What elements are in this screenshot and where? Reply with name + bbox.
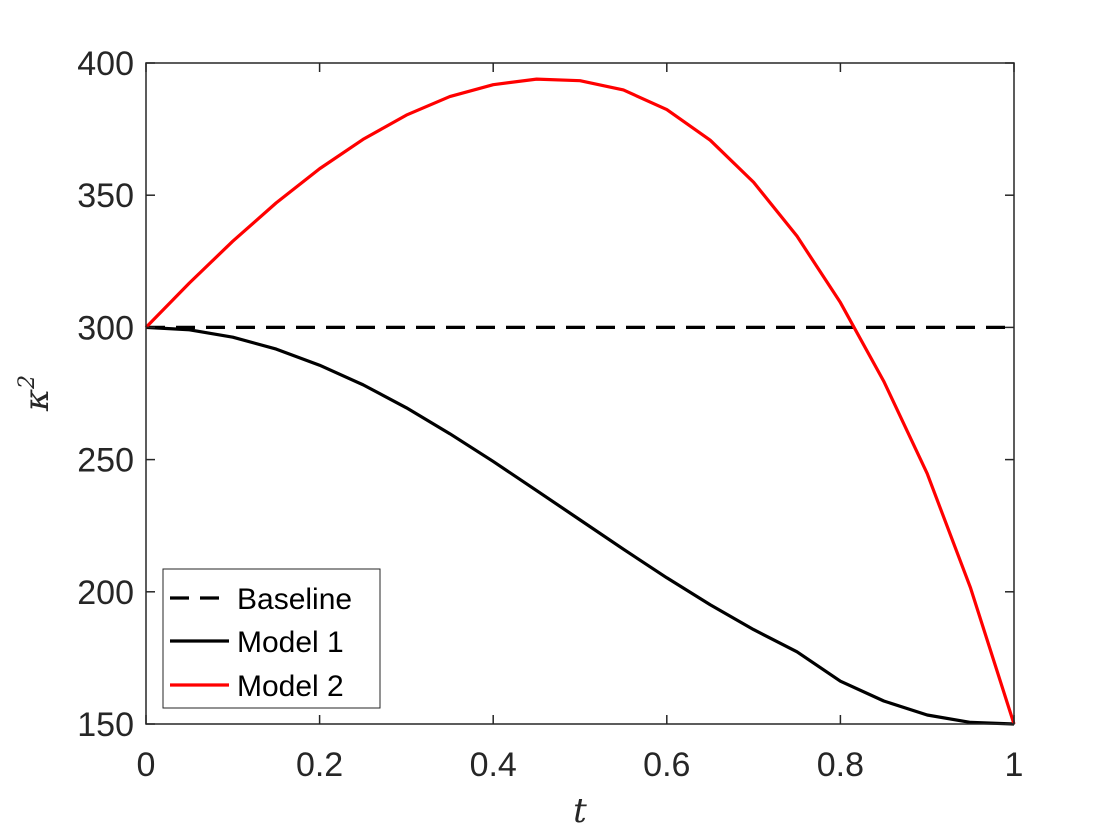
y-axis-label: κ2 <box>15 375 57 412</box>
x-tick-label: 0.4 <box>470 746 517 784</box>
x-tick-label: 0.2 <box>296 746 343 784</box>
legend-items: Baseline Model 1 Model 2 <box>170 583 352 703</box>
legend: Baseline Model 1 Model 2 <box>162 568 381 709</box>
series-line-model-2 <box>144 77 1016 725</box>
y-tick-label: 400 <box>77 45 134 83</box>
y-tick-label: 300 <box>77 309 134 347</box>
tick-labels-layer: 0 0.2 0.4 0.6 0.8 1 150 200 250 300 350 400 <box>77 45 1023 784</box>
y-tick-label: 350 <box>77 177 134 215</box>
series-layer <box>144 77 1016 726</box>
ticks-layer <box>145 62 1015 725</box>
y-axis-label-superscript: 2 <box>15 375 40 390</box>
series-line-model-1 <box>145 325 1015 726</box>
x-tick-label: 0.8 <box>817 746 864 784</box>
x-tick-label: 0 <box>137 746 156 784</box>
y-tick-label: 150 <box>77 706 134 744</box>
y-tick-label: 200 <box>77 574 134 612</box>
x-tick-label: 1 <box>1005 746 1024 784</box>
axes-box <box>145 62 1015 725</box>
x-axis-label: t <box>573 791 587 831</box>
x-tick-label: 0.6 <box>643 746 690 784</box>
legend-label-model-2: Model 2 <box>237 670 344 703</box>
y-axis-label-base: κ <box>17 389 57 412</box>
y-tick-label: 250 <box>77 442 134 480</box>
legend-label-baseline: Baseline <box>237 583 352 616</box>
legend-label-model-1: Model 1 <box>237 626 344 659</box>
